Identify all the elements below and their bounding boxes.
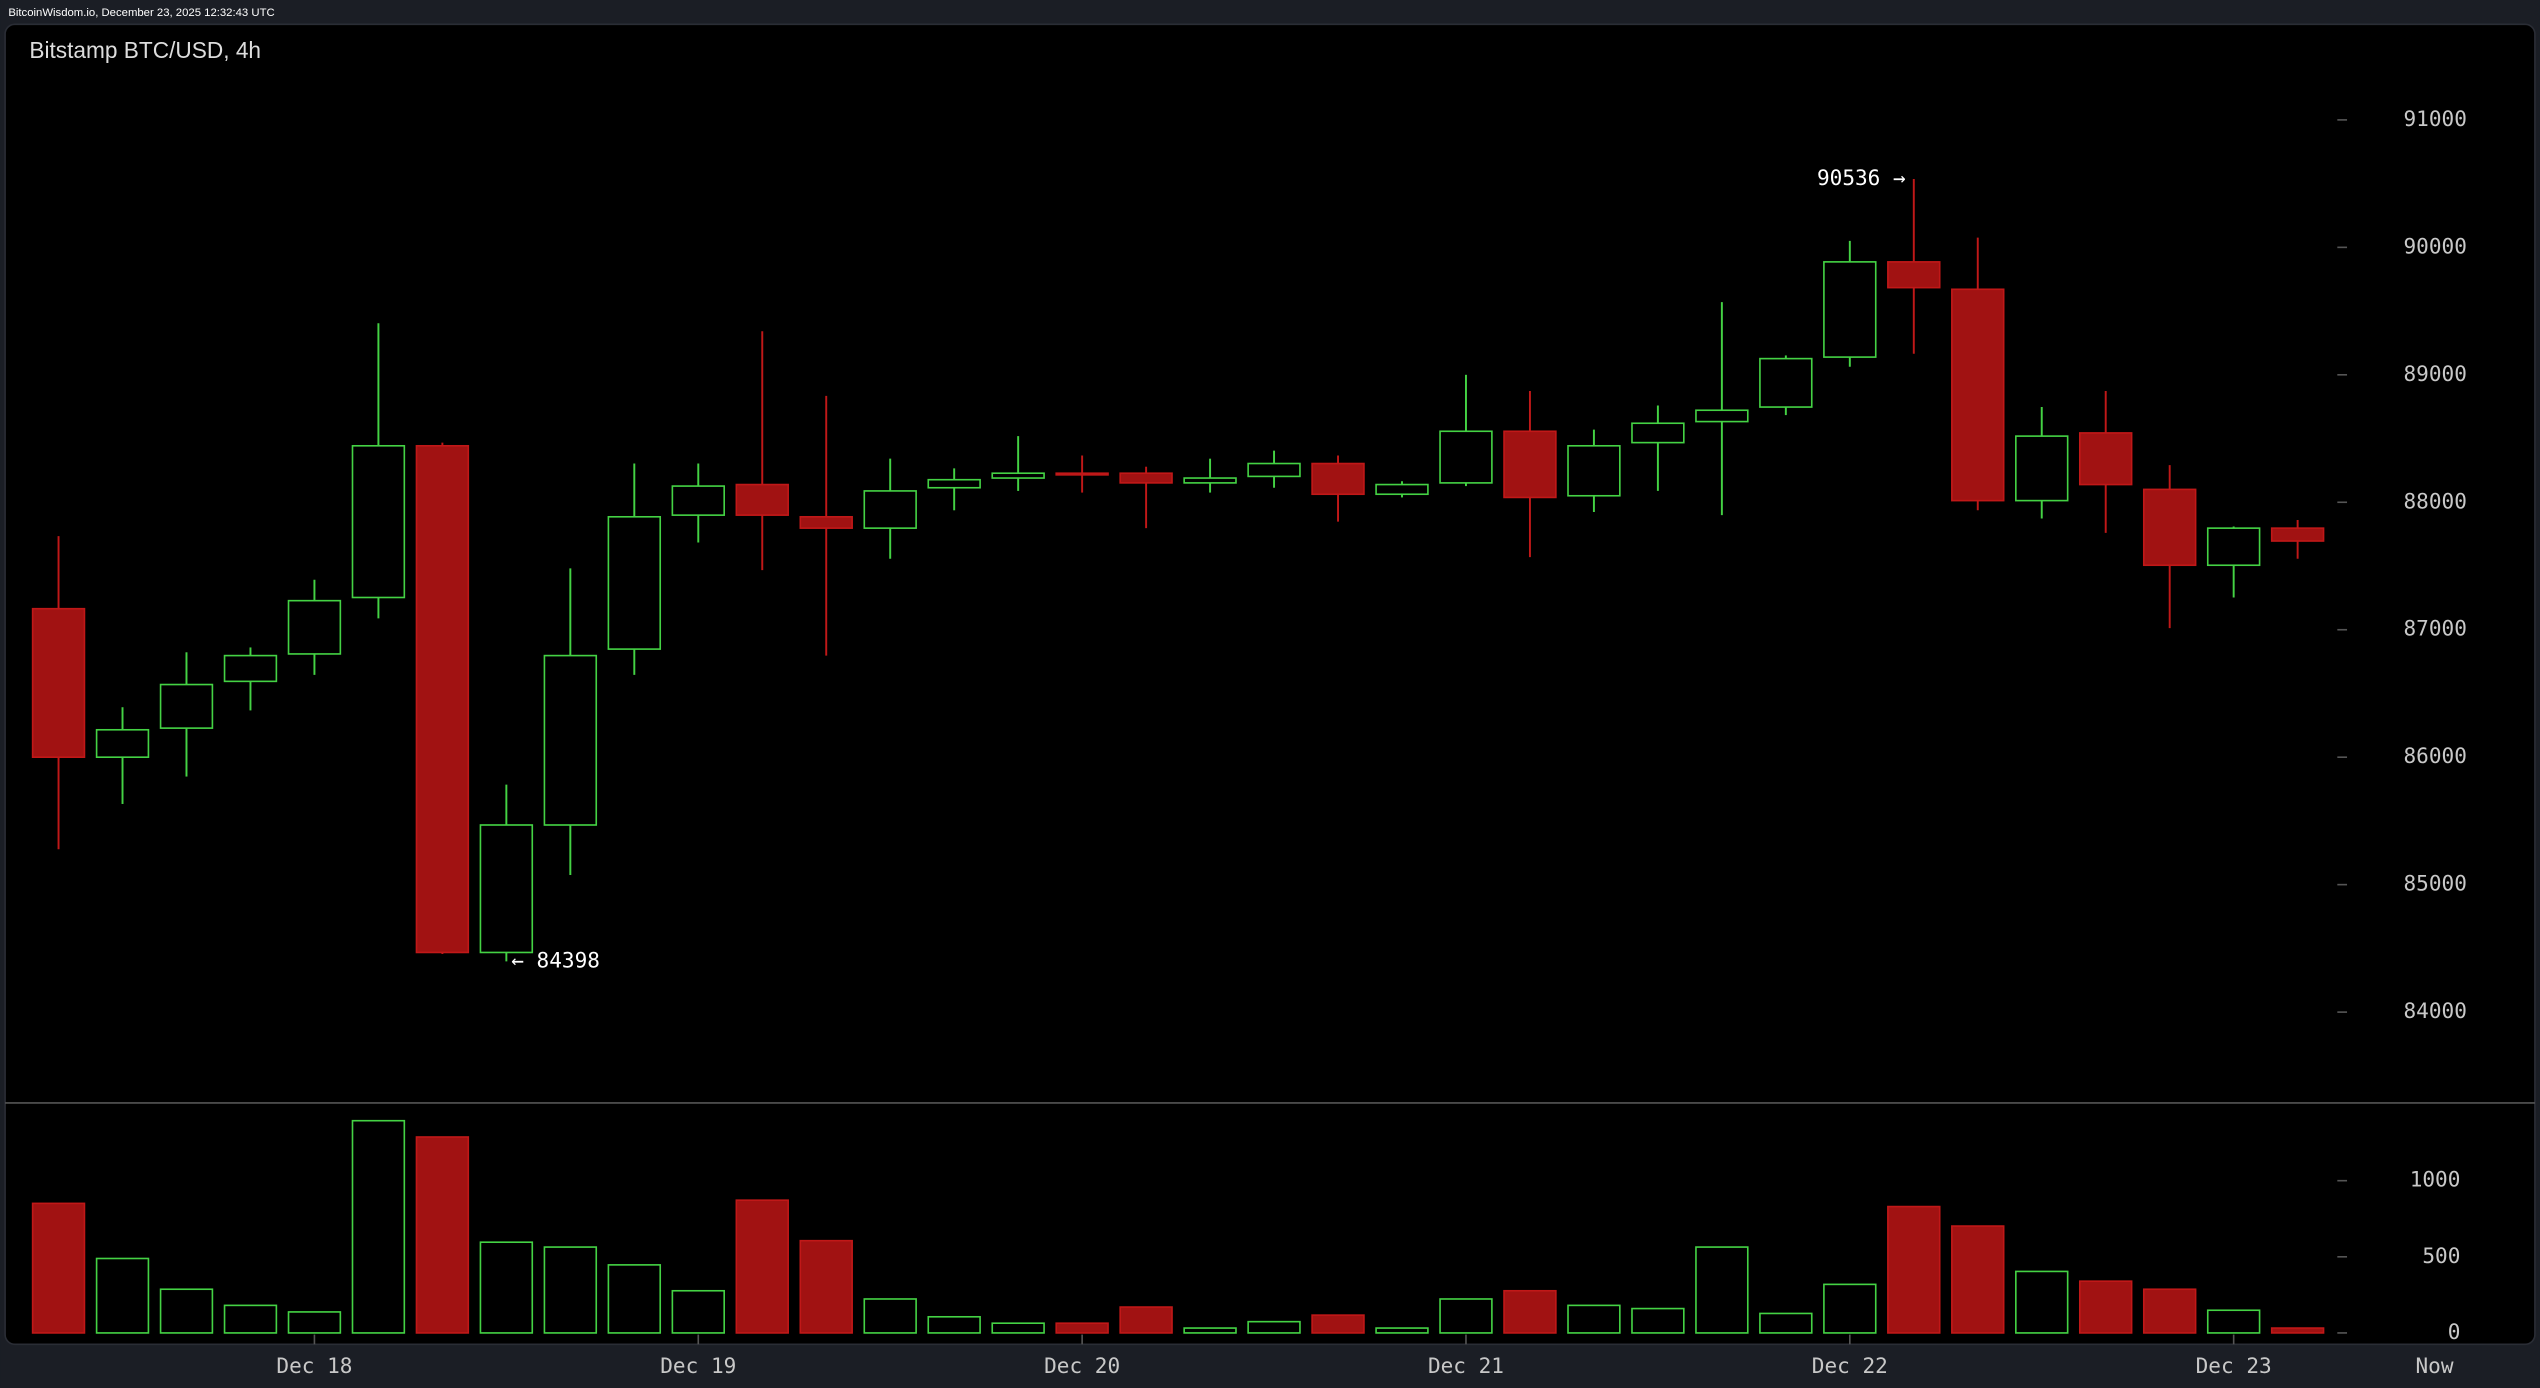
candle-body — [991, 472, 1045, 479]
candle-body — [2206, 527, 2261, 567]
candle-body — [927, 478, 981, 489]
volume-bar — [1887, 1205, 1941, 1334]
x-tick-label: Dec 21 — [1428, 1353, 1504, 1378]
volume-bar — [1631, 1307, 1685, 1334]
candle-body — [287, 599, 342, 655]
y-tick-label: 89000 — [2404, 361, 2467, 386]
candle-body — [1567, 444, 1621, 497]
volume-bar — [1247, 1320, 1301, 1334]
y-tick-label: 84000 — [2404, 998, 2467, 1023]
volume-bar — [159, 1288, 214, 1334]
chart-title: Bitstamp BTC/USD, 4h — [29, 37, 261, 63]
candle-body — [351, 444, 406, 599]
candle-body — [415, 444, 470, 954]
candle-body — [1823, 261, 1877, 358]
volume-bar — [415, 1136, 470, 1334]
volume-bar — [287, 1311, 342, 1334]
volume-bar — [1439, 1298, 1493, 1334]
candle-body — [1311, 462, 1365, 496]
volume-bar — [671, 1289, 726, 1334]
x-tick-label: Dec 19 — [660, 1353, 736, 1378]
volume-bar — [607, 1264, 662, 1334]
volume-bar — [1567, 1304, 1621, 1334]
candle-body — [1503, 430, 1557, 499]
y-tick-label: 0 — [2448, 1319, 2461, 1344]
volume-bar — [1375, 1327, 1429, 1334]
y-tick-label: 88000 — [2404, 488, 2467, 513]
candle-body — [799, 515, 853, 529]
y-tick-label: 91000 — [2404, 106, 2467, 131]
volume-bar — [1823, 1283, 1877, 1334]
volume-bar — [799, 1239, 853, 1334]
volume-bar — [735, 1199, 789, 1334]
volume-bar — [2270, 1327, 2325, 1334]
y-tick-label: 85000 — [2404, 871, 2467, 896]
volume-bar — [863, 1298, 917, 1334]
volume-bar — [31, 1202, 86, 1334]
candle-body — [1119, 472, 1173, 484]
chart-panel — [4, 23, 2536, 1346]
candle-body — [1055, 472, 1109, 476]
header: BitcoinWisdom.io, December 23, 2025 12:3… — [8, 7, 274, 19]
candle-body — [1631, 422, 1685, 444]
annotation: ← 84398 — [511, 947, 600, 972]
volume-bar — [223, 1304, 278, 1334]
volume-bar — [2142, 1288, 2197, 1334]
x-tick-label: Dec 18 — [276, 1353, 352, 1378]
volume-bar — [1759, 1312, 1813, 1334]
volume-bar — [1311, 1314, 1365, 1334]
candle-body — [1439, 430, 1493, 484]
volume-bar — [1503, 1289, 1557, 1334]
volume-bar — [1183, 1327, 1237, 1334]
candle-body — [543, 654, 598, 826]
volume-bar — [2078, 1280, 2133, 1334]
candle-body — [2015, 435, 2069, 502]
volume-bar — [543, 1246, 598, 1334]
candle-body — [671, 485, 726, 516]
candle-body — [1695, 409, 1749, 423]
x-tick-label: Dec 20 — [1044, 1353, 1120, 1378]
candle-body — [1375, 483, 1429, 496]
now-label: Now — [2415, 1353, 2453, 1378]
candle-body — [863, 490, 917, 529]
volume-bar — [1951, 1225, 2005, 1334]
candle-body — [607, 515, 662, 650]
volume-bar — [479, 1241, 534, 1334]
candle-body — [1951, 288, 2005, 502]
volume-bar — [927, 1315, 981, 1334]
candle-body — [1887, 261, 1941, 289]
candle-body — [479, 824, 534, 954]
candle-body — [1183, 477, 1237, 484]
volume-bar — [2206, 1309, 2261, 1334]
candle-body — [2270, 527, 2325, 542]
candle-body — [735, 483, 789, 516]
y-tick-label: 86000 — [2404, 743, 2467, 768]
volume-bar — [1695, 1246, 1749, 1334]
y-tick-label: 1000 — [2410, 1167, 2461, 1192]
volume-bar — [2015, 1270, 2069, 1334]
candle-body — [31, 607, 86, 758]
candle-body — [1759, 357, 1813, 408]
volume-bar — [95, 1257, 150, 1334]
candle-body — [159, 683, 214, 729]
candle-body — [2078, 432, 2133, 486]
y-tick-label: 87000 — [2404, 616, 2467, 641]
x-tick-label: Dec 22 — [1812, 1353, 1888, 1378]
volume-bar — [991, 1322, 1045, 1334]
volume-bar — [1055, 1322, 1109, 1334]
volume-bar — [1119, 1306, 1173, 1334]
y-tick-label: 500 — [2422, 1243, 2460, 1268]
annotation: 90536 → — [1817, 165, 1906, 190]
candle-body — [95, 728, 150, 758]
y-tick-label: 90000 — [2404, 233, 2467, 258]
volume-bar — [351, 1119, 406, 1334]
candle-body — [223, 654, 278, 683]
candle-body — [2142, 488, 2197, 567]
x-tick-label: Dec 23 — [2196, 1353, 2272, 1378]
candle-body — [1247, 462, 1301, 478]
